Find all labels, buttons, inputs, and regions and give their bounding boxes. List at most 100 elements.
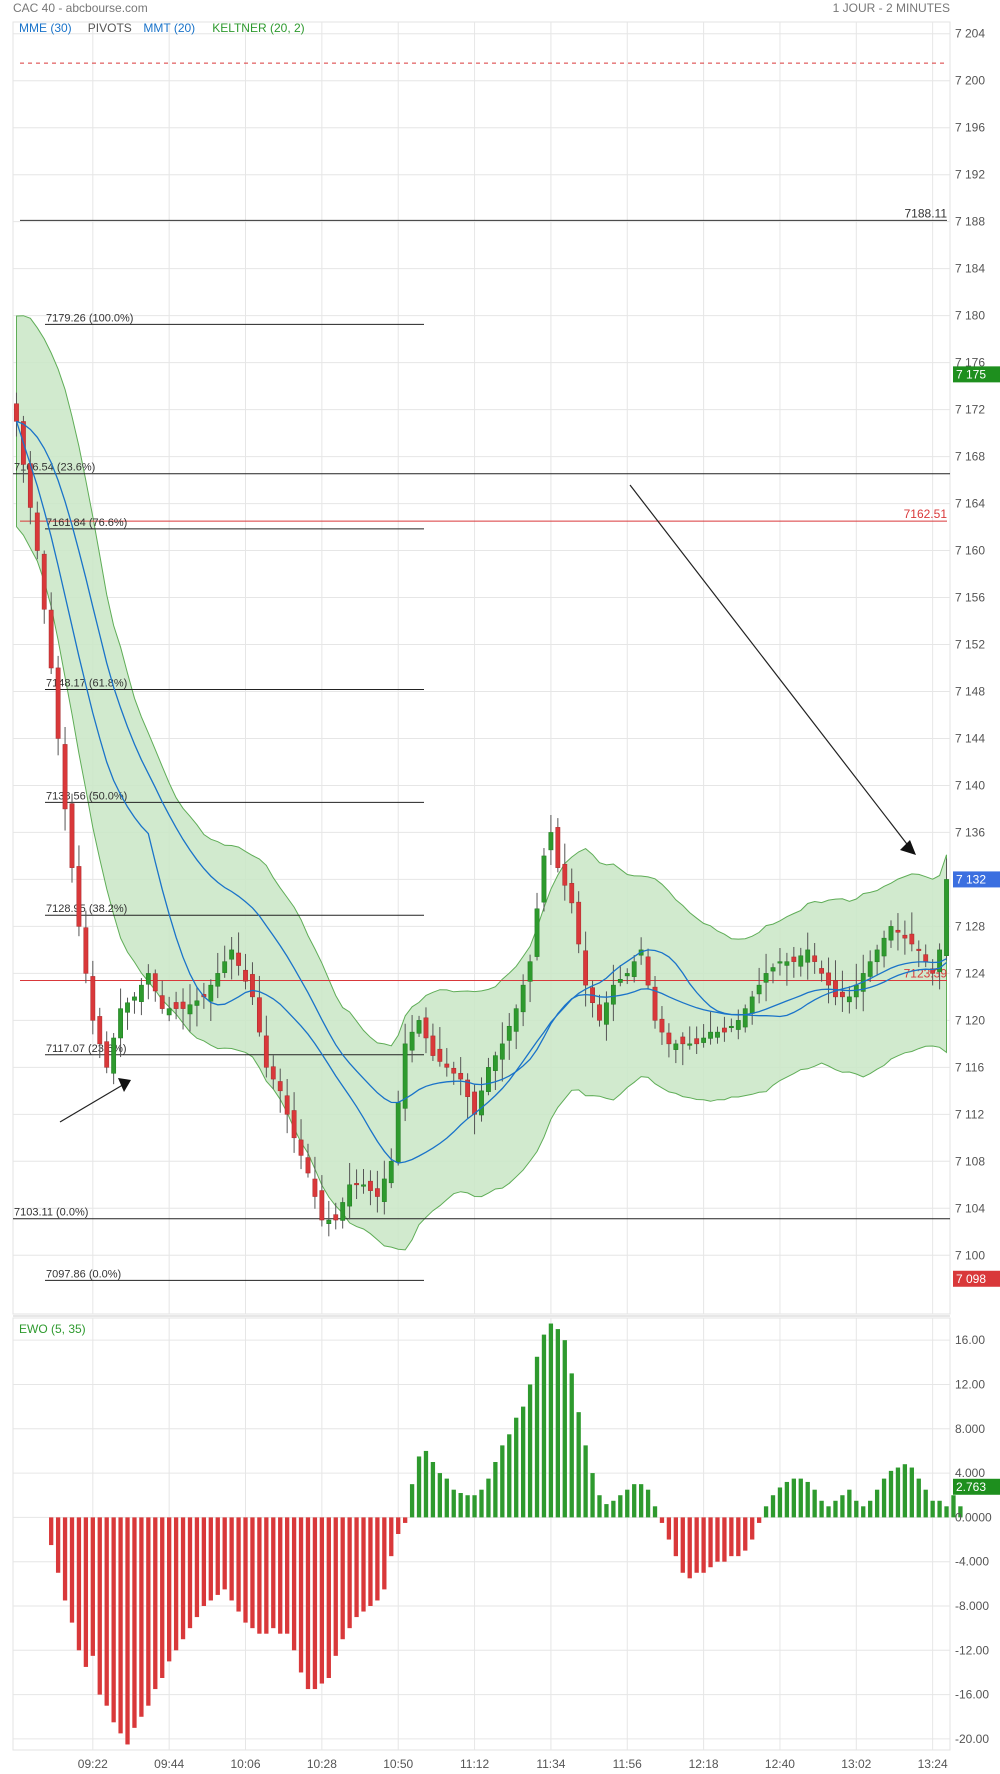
ewo-bar xyxy=(819,1500,824,1518)
y-tick-label: 7 160 xyxy=(955,544,985,558)
ewo-bar xyxy=(909,1467,914,1518)
candle-body xyxy=(805,949,811,963)
candle-body xyxy=(916,948,922,951)
candle-body xyxy=(139,984,144,1002)
ewo-price-tag-bg xyxy=(953,1478,1000,1495)
ewo-bar xyxy=(861,1506,866,1518)
ewo-bar xyxy=(798,1478,803,1518)
candle-body xyxy=(236,952,241,966)
candle-body xyxy=(520,984,526,1013)
x-tick-label: 13:02 xyxy=(841,1757,871,1771)
ewo-bar xyxy=(694,1517,699,1573)
candle-body xyxy=(395,1102,401,1163)
candle-body xyxy=(645,956,651,986)
ewo-bar xyxy=(541,1334,547,1518)
ewo-bar xyxy=(243,1517,248,1623)
support-arrow-line xyxy=(59,1082,127,1123)
ewo-bar xyxy=(805,1481,810,1518)
candle-body xyxy=(534,908,540,957)
y-tick-label: 7 204 xyxy=(955,27,985,41)
candle-body xyxy=(624,973,630,977)
candle-body xyxy=(604,1002,609,1025)
y-tick-label: 7 100 xyxy=(955,1248,985,1262)
ewo-legend[interactable]: EWO (5, 35) xyxy=(19,1322,86,1336)
candle-body xyxy=(826,972,831,986)
candle-body xyxy=(104,1041,110,1068)
candle-body xyxy=(62,744,68,810)
ewo-bar xyxy=(389,1517,394,1557)
ewo-bar xyxy=(368,1517,373,1606)
ewo-bar xyxy=(618,1495,623,1518)
candle-body xyxy=(180,1001,186,1009)
ewo-bar xyxy=(638,1484,644,1518)
y-tick-label: 7 188 xyxy=(955,215,985,229)
ewo-bar xyxy=(868,1500,873,1518)
y-tick-label: 7 148 xyxy=(955,684,985,698)
ewo-bar xyxy=(833,1500,838,1518)
legend-item[interactable]: KELTNER (20, 2) xyxy=(212,21,304,35)
candle-body xyxy=(284,1095,290,1115)
y-tick-label: 7 120 xyxy=(955,1013,985,1027)
candle-body xyxy=(14,403,19,422)
candle-body xyxy=(944,879,949,956)
ewo-bar xyxy=(437,1473,443,1518)
fib-label: 7128.95 (38.2%) xyxy=(46,903,127,915)
candle-body xyxy=(798,955,804,967)
ewo-bar xyxy=(285,1517,290,1634)
ewo-bar xyxy=(507,1434,512,1518)
candle-body xyxy=(874,949,880,963)
candle-body xyxy=(548,832,554,851)
legend-item[interactable]: PIVOTS xyxy=(88,21,132,35)
candle-body xyxy=(76,866,82,927)
fib-label: 7138.56 (50.0%) xyxy=(46,790,127,802)
candle-body xyxy=(208,984,214,1002)
ewo-y-tick-label: 12.00 xyxy=(955,1377,985,1391)
ewo-bar xyxy=(750,1517,755,1540)
ewo-bar xyxy=(854,1500,859,1518)
chart-period[interactable]: 1 JOUR - 2 MINUTES xyxy=(833,1,950,15)
legend-item[interactable]: MMT (20) xyxy=(143,21,195,35)
ewo-bar xyxy=(763,1506,769,1518)
main-legend[interactable]: MME (30) PIVOTS MMT (20) KELTNER (20, 2) xyxy=(19,21,305,35)
ewo-bar xyxy=(951,1495,956,1518)
candle-body xyxy=(708,1031,713,1039)
ewo-bar xyxy=(257,1517,262,1634)
fib-label: 7097.86 (0.0%) xyxy=(46,1268,121,1280)
candle-body xyxy=(305,1157,311,1174)
ewo-bar xyxy=(944,1506,949,1518)
ewo-bar xyxy=(361,1517,366,1612)
candle-body xyxy=(409,1031,415,1051)
candle-body xyxy=(159,995,165,1009)
candle-body xyxy=(694,1038,700,1045)
legend-item[interactable]: MME (30) xyxy=(19,21,72,35)
candle-body xyxy=(833,980,838,998)
ewo-bar xyxy=(160,1517,165,1678)
candle-body xyxy=(541,855,547,903)
ewo-bar xyxy=(500,1445,505,1518)
candle-body xyxy=(270,1066,276,1080)
price-tags: 7 175 7 132 7 098 2.763 xyxy=(953,366,1000,1495)
y-tick-label: 7 144 xyxy=(955,731,985,745)
y-tick-label: 7 168 xyxy=(955,450,985,464)
chart-title: CAC 40 - abcbourse.com xyxy=(13,1,148,15)
candle-body xyxy=(791,956,797,962)
ewo-bar xyxy=(90,1517,95,1656)
candle-body xyxy=(437,1048,443,1062)
candle-body xyxy=(506,1025,512,1041)
candle-body xyxy=(659,1018,665,1033)
x-tick-label: 11:12 xyxy=(460,1757,489,1771)
y-tick-label: 7 152 xyxy=(955,638,985,652)
y-tick-label: 7 156 xyxy=(955,591,985,605)
candle-body xyxy=(680,1036,686,1045)
ewo-bar xyxy=(409,1484,415,1518)
candle-body xyxy=(610,984,616,1005)
ewo-bar xyxy=(687,1517,692,1579)
mme-line xyxy=(16,420,947,1104)
ewo-bar xyxy=(812,1489,817,1518)
legend-item[interactable]: EWO (5, 35) xyxy=(19,1322,86,1336)
ewo-bar xyxy=(403,1517,408,1523)
candle-body xyxy=(97,1016,103,1045)
ewo-bar xyxy=(576,1412,581,1518)
ewo-y-tick-label: 0.0000 xyxy=(955,1510,992,1524)
ewo-bar xyxy=(382,1517,387,1590)
